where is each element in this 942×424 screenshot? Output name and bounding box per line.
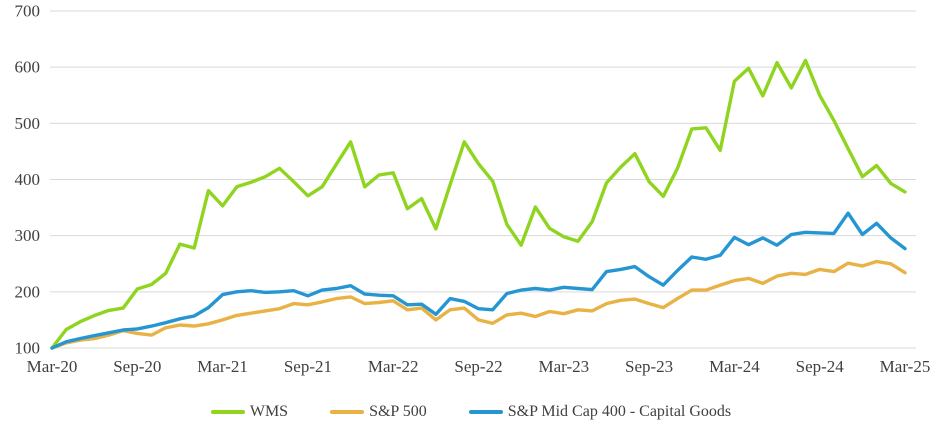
legend-item-s-p-mid-cap-400-capital-goods: S&P Mid Cap 400 - Capital Goods xyxy=(468,403,732,420)
x-tick-label: Mar-23 xyxy=(538,357,589,376)
legend-label-s-p-500: S&P 500 xyxy=(369,403,427,420)
legend-label-wms: WMS xyxy=(249,403,289,420)
x-tick-label: Sep-21 xyxy=(284,357,332,376)
legend-label-s-p-mid-cap-400-capital-goods: S&P Mid Cap 400 - Capital Goods xyxy=(507,403,732,420)
y-tick-label: 500 xyxy=(15,114,41,133)
x-tick-label: Sep-23 xyxy=(625,357,673,376)
x-tick-label: Mar-21 xyxy=(197,357,248,376)
chart-legend: WMS S&P 500 S&P Mid Cap 400 - Capital Good… xyxy=(0,404,942,420)
y-tick-label: 400 xyxy=(15,170,41,189)
x-tick-label: Mar-24 xyxy=(709,357,760,376)
legend-swatch-s-p-500 xyxy=(330,410,365,414)
x-tick-label: Sep-22 xyxy=(454,357,502,376)
legend-swatch-wms xyxy=(210,410,245,414)
x-tick-label: Mar-22 xyxy=(368,357,419,376)
legend-item-wms: WMS xyxy=(210,403,289,420)
x-tick-label: Sep-20 xyxy=(113,357,161,376)
legend-swatch-s-p-mid-cap-400-capital-goods xyxy=(468,410,503,414)
y-tick-label: 200 xyxy=(15,282,41,301)
x-tick-label: Mar-20 xyxy=(27,357,78,376)
y-tick-label: 300 xyxy=(15,226,41,245)
y-tick-label: 600 xyxy=(15,58,41,77)
series-line-s-p-500 xyxy=(50,259,907,350)
plot-area: 100 200 300 400 500 600 700 Mar-20 Sep-20 Mar-21 S… xyxy=(15,2,931,377)
x-tick-label: Mar-25 xyxy=(880,357,931,376)
y-tick-label: 100 xyxy=(15,339,41,358)
x-tick-label: Sep-24 xyxy=(796,357,845,376)
series-line-s-p-mid-cap-400-capital-goods xyxy=(50,211,907,350)
series-line-wms xyxy=(50,58,907,350)
y-tick-label: 700 xyxy=(15,2,41,21)
legend-item-s-p-500: S&P 500 xyxy=(330,404,427,420)
